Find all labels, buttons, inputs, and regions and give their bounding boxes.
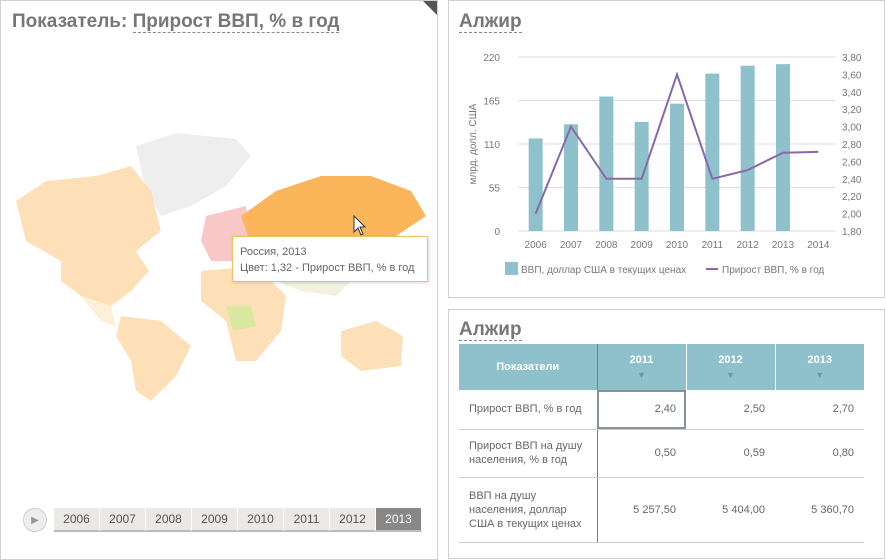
table-cell[interactable]: 5 404,00 [686,477,775,543]
canada[interactable] [16,166,161,261]
header-label: 2012 [718,354,743,366]
x-tick-label: 2008 [595,240,618,251]
column-header-2013[interactable]: 2013 ▼ [774,344,864,390]
header-label: Показатели [496,361,560,373]
x-tick-label: 2013 [772,240,795,251]
timeline-year-2012[interactable]: 2012 [330,508,376,532]
y2-tick-label: 3,60 [842,70,862,81]
x-tick-label: 2006 [525,240,548,251]
column-header-2011[interactable]: 2011 ▼ [596,344,686,390]
title-prefix: Показатель: [12,11,128,32]
australia[interactable] [341,321,403,371]
greenland[interactable] [136,133,251,216]
timeline-year-2013[interactable]: 2013 [376,508,422,532]
x-tick-label: 2014 [807,240,830,251]
table-row: Прирост ВВП на душу населения, % в год 0,… [459,429,864,478]
timeline-year-2006[interactable]: 2006 [54,508,100,532]
indicator-selector[interactable]: Прирост ВВП, % в год [132,11,340,33]
bar-2011[interactable] [705,73,720,231]
table-panel: Алжир Показатели 2011 ▼ 2012 ▼ 2013 ▼ Прирост … [448,309,885,559]
x-tick-label: 2010 [666,240,689,251]
chart-country-title[interactable]: Алжир [459,11,522,33]
y-tick-label: 55 [489,184,501,195]
y2-tick-label: 3,40 [842,88,862,99]
y2-tick-label: 2,20 [842,192,862,203]
table-row: Прирост ВВП, % в год 2,40 2,50 2,70 [459,390,864,430]
timeline: ▶ 2006 2007 2008 2009 2010 2011 2012 2013 [23,508,422,532]
timeline-year-2009[interactable]: 2009 [192,508,238,532]
y-tick-label: 110 [484,140,500,151]
chart-panel: Алжир 0 55 110 165 220 1,80 2,00 2,20 2,40 2,60 2,… [448,0,885,298]
y2-tick-label: 3,80 [842,53,862,64]
header-label: 2013 [807,354,832,366]
bar-2013[interactable] [776,64,790,231]
y-tick-label: 220 [483,53,500,64]
table-cell[interactable]: 2,70 [775,390,864,430]
russia[interactable] [241,176,426,241]
tooltip-country: Россия, 2013 [240,246,307,258]
timeline-year-2011[interactable]: 2011 [284,508,330,532]
x-tick-label: 2007 [560,240,583,251]
growth-line[interactable] [534,71,819,214]
bar-2007[interactable] [564,124,578,231]
x-tick-label: 2009 [631,240,654,251]
y2-tick-label: 3,00 [842,123,862,134]
y-tick-label: 0 [494,227,500,238]
row-label: Прирост ВВП, % в год [459,390,598,430]
tooltip-value: Цвет: 1,32 - Прирост ВВП, % в год [240,262,415,274]
x-tick-label: 2011 [702,240,724,251]
timeline-year-2007[interactable]: 2007 [100,508,146,532]
filter-icon[interactable]: ▼ [637,370,646,380]
bar-2006[interactable] [528,138,543,231]
y2-tick-label: 2,00 [842,210,862,221]
table-cell[interactable]: 2,50 [686,390,775,430]
map-title: Показатель: Прирост ВВП, % в год [12,11,340,33]
filter-icon[interactable]: ▼ [726,370,735,380]
legend-line-label[interactable]: Прирост ВВП, % в год [722,265,824,276]
play-icon: ▶ [31,514,39,526]
column-header-2012[interactable]: 2012 ▼ [685,344,775,390]
legend-bar-swatch [505,262,518,275]
y-tick-label: 165 [483,97,500,108]
table-cell[interactable]: 0,59 [686,429,775,478]
y2-tick-label: 3,20 [842,105,862,116]
gdp-chart: 0 55 110 165 220 1,80 2,00 2,20 2,40 2,60 2,80 3,00… [468,53,862,276]
timeline-year-2010[interactable]: 2010 [238,508,284,532]
x-tick-label: 2012 [737,240,760,251]
table-cell[interactable]: 0,50 [597,429,686,478]
table-cell[interactable]: 2,40 [597,390,686,430]
table-cell[interactable]: 5 257,50 [597,477,686,543]
panel-corner-icon[interactable] [423,1,437,15]
row-label: ВВП на душу населения, доллар США в теку… [459,477,598,543]
y2-tick-label: 2,60 [842,157,862,168]
y2-tick-label: 1,80 [842,227,862,238]
usa[interactable] [61,251,149,306]
table-country-title[interactable]: Алжир [459,319,522,341]
indicators-table: Показатели 2011 ▼ 2012 ▼ 2013 ▼ Прирост ВВП, %… [459,344,864,543]
y-axis-title: млрд. долл. США [468,103,479,184]
bar-2010[interactable] [670,103,684,231]
map-tooltip: Россия, 2013 Цвет: 1,32 - Прирост ВВП, %… [232,236,428,282]
header-label: 2011 [629,354,654,366]
play-button[interactable]: ▶ [23,508,47,532]
africa-central[interactable] [226,306,256,331]
map-panel: Показатель: Прирост ВВП, % в год Россия,… [0,0,438,560]
bar-2012[interactable] [740,65,755,231]
mexico[interactable] [81,296,116,326]
y2-tick-label: 2,40 [842,175,862,186]
legend-bar-label[interactable]: ВВП, доллар США в текущих ценах [521,265,686,276]
table-cell[interactable]: 5 360,70 [775,477,864,543]
timeline-year-2008[interactable]: 2008 [146,508,192,532]
row-label: Прирост ВВП на душу населения, % в год [459,429,598,478]
y2-tick-label: 2,80 [842,140,862,151]
table-cell[interactable]: 0,80 [775,429,864,478]
column-header-indicators: Показатели [459,344,598,390]
bar-2008[interactable] [599,96,614,231]
filter-icon[interactable]: ▼ [815,370,825,380]
table-row: ВВП на душу населения, доллар США в теку… [459,477,864,543]
mouse-cursor-icon [353,215,367,236]
south-america[interactable] [116,316,191,401]
